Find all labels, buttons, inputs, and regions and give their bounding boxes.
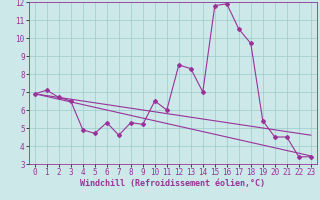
X-axis label: Windchill (Refroidissement éolien,°C): Windchill (Refroidissement éolien,°C) (80, 179, 265, 188)
